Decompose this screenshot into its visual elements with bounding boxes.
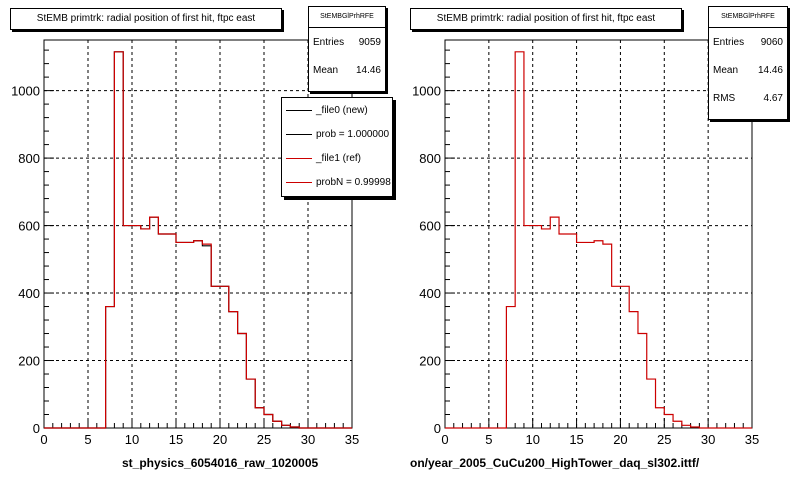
left-y-tick-label: 800: [18, 151, 40, 166]
right-x-tick-label: 10: [525, 432, 539, 447]
legend-entry: _file1 (ref): [282, 146, 392, 170]
legend-line-icon: [286, 133, 312, 135]
left-y-tick-label: 200: [18, 354, 40, 369]
legend-label: probN = 0.99998: [316, 176, 391, 188]
right-x-axis-title: on/year_2005_CuCu200_HighTower_daq_sl302…: [410, 456, 700, 470]
right-y-tick-label: 400: [419, 286, 441, 301]
left-x-tick-label: 10: [125, 432, 139, 447]
left-stats-box: StEMBGlPrhRFE Entries 9059 Mean 14.46: [308, 6, 386, 92]
right-histogram-series: [445, 51, 752, 429]
right-plot-title: StEMB primtrk: radial position of first …: [410, 8, 682, 30]
right-y-tick-label: 0: [434, 421, 441, 436]
left-x-tick-label: 35: [345, 432, 359, 447]
right-x-tick-label: 25: [657, 432, 671, 447]
left-x-tick-label: 20: [213, 432, 227, 447]
stats-value: 9059: [358, 36, 381, 48]
left-y-tick-label: 400: [18, 286, 40, 301]
stats-value: 4.67: [763, 92, 783, 104]
right-x-tick-label: 15: [569, 432, 583, 447]
left-histogram-series: [44, 51, 352, 429]
stats-value: 9060: [760, 36, 783, 48]
right-y-tick-label: 600: [419, 219, 441, 234]
left-y-tick-label: 1000: [11, 84, 40, 99]
right-stats-box: StEMBGlPrhRFE Entries 9060 Mean 14.46 RM…: [708, 6, 788, 120]
stats-row-mean: Mean 14.46: [709, 56, 787, 84]
legend-label: prob = 1.000000: [316, 128, 390, 140]
left-y-tick-label: 600: [18, 219, 40, 234]
stats-row-entries: Entries 9059: [309, 28, 385, 56]
stats-label: Mean: [313, 64, 339, 76]
right-x-tick-label: 5: [485, 432, 492, 447]
left-x-axis-title: st_physics_6054016_raw_1020005: [122, 456, 319, 470]
left-x-tick-label: 30: [301, 432, 315, 447]
legend-line-icon: [286, 109, 312, 111]
left-plot-title: StEMB primtrk: radial position of first …: [10, 8, 282, 30]
right-plot-frame: [444, 39, 753, 429]
legend-line-icon: [286, 157, 312, 159]
right-y-tick-label: 200: [419, 354, 441, 369]
right-x-tick-label: 0: [441, 432, 448, 447]
right-x-tick-label: 30: [701, 432, 715, 447]
legend-label: _file0 (new): [316, 104, 368, 116]
left-y-tick-label: 0: [33, 421, 40, 436]
stats-label: Mean: [713, 64, 739, 76]
right-x-tick-label: 20: [613, 432, 627, 447]
right-y-tick-label: 1000: [412, 84, 441, 99]
stats-row-mean: Mean 14.46: [309, 56, 385, 84]
legend-box: _file0 (new) prob = 1.000000 _file1 (ref…: [281, 97, 393, 197]
right-x-tick-label: 35: [745, 432, 759, 447]
stats-label: Entries: [713, 36, 745, 48]
stats-header: StEMBGlPrhRFE: [709, 7, 787, 28]
legend-line-icon: [286, 181, 312, 183]
stats-row-rms: RMS 4.67: [709, 84, 787, 112]
stats-label: Entries: [313, 36, 345, 48]
right-y-tick-label: 800: [419, 151, 441, 166]
stats-value: 14.46: [355, 64, 381, 76]
legend-label: _file1 (ref): [316, 152, 362, 164]
left-x-tick-label: 5: [84, 432, 91, 447]
stats-header: StEMBGlPrhRFE: [309, 7, 385, 28]
legend-entry: _file0 (new): [282, 98, 392, 122]
legend-entry: prob = 1.000000: [282, 122, 392, 146]
left-x-tick-label: 0: [40, 432, 47, 447]
stats-row-entries: Entries 9060: [709, 28, 787, 56]
left-x-tick-label: 15: [169, 432, 183, 447]
stats-label: RMS: [713, 92, 736, 104]
left-x-tick-label: 25: [257, 432, 271, 447]
legend-entry: probN = 0.99998: [282, 170, 392, 194]
stats-value: 14.46: [757, 64, 783, 76]
